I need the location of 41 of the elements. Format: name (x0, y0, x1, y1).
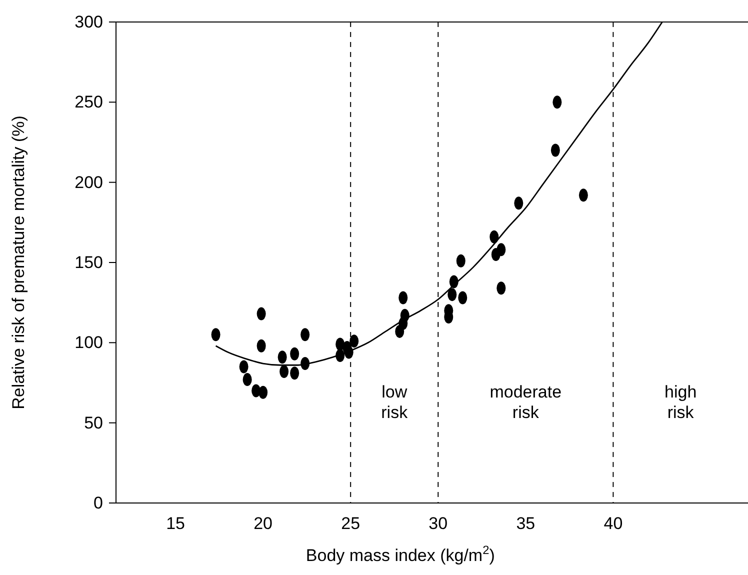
point (448, 288, 457, 302)
y-tick-label: 50 (84, 413, 103, 432)
point (242, 373, 252, 386)
y-tick-label: 300 (74, 12, 103, 32)
y-tick-label: 250 (74, 92, 103, 112)
point (578, 188, 588, 202)
point (278, 350, 287, 364)
point (211, 328, 220, 342)
y-tick-label: 100 (74, 333, 103, 352)
annotation: high risk (664, 382, 697, 422)
point (300, 328, 310, 342)
x-tick-label: 35 (516, 514, 536, 534)
point (550, 144, 560, 157)
y-tick-label: 200 (74, 172, 103, 192)
point (490, 230, 499, 244)
y-tick-label: 150 (74, 252, 103, 272)
x-tick-label: 25 (341, 514, 360, 534)
point (239, 360, 248, 374)
point (458, 291, 468, 304)
point (496, 282, 506, 295)
point (496, 243, 506, 256)
point (552, 96, 562, 109)
point (280, 365, 289, 378)
x-axis-title: Body mass index (kg/m$^{2}$) (306, 543, 495, 565)
x-tick-label: 20 (254, 514, 273, 534)
point (456, 254, 466, 268)
x-tick-label: 15 (166, 514, 185, 534)
x-tick-label: 40 (604, 514, 623, 534)
annotation: moderate risk (490, 382, 562, 422)
point (514, 196, 524, 210)
point (290, 347, 300, 360)
point (350, 334, 359, 348)
point (290, 366, 300, 380)
point (398, 291, 408, 304)
x-tick-label: 30 (428, 514, 448, 534)
y-axis-title: Relative risk of premature mortality (%) (9, 116, 28, 410)
point (256, 339, 266, 352)
point (258, 386, 268, 399)
y-tick-label: 0 (94, 493, 103, 512)
point (256, 307, 266, 320)
annotation: low risk (381, 382, 408, 422)
